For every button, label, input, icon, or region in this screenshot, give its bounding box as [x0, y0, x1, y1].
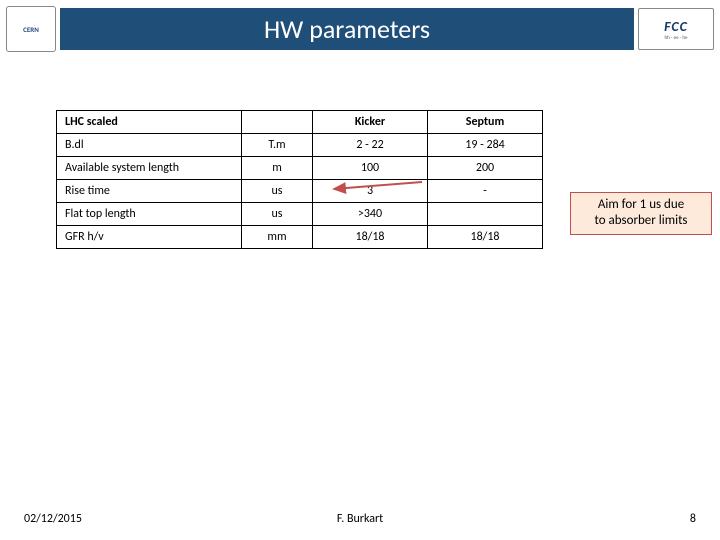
cern-logo: CERN — [6, 6, 56, 52]
row-kicker: 3 — [313, 180, 428, 203]
fcc-logo-sub: hh - ee - he — [665, 35, 688, 41]
slide-title: HW parameters — [264, 13, 430, 45]
col-header-scaled: LHC scaled — [57, 111, 242, 134]
col-header-septum: Septum — [428, 111, 543, 134]
row-unit: us — [242, 180, 313, 203]
col-header-unit — [242, 111, 313, 134]
row-unit: T.m — [242, 134, 313, 157]
row-label: GFR h/v — [57, 226, 242, 249]
table-row: Flat top length us >340 — [57, 203, 543, 226]
row-label: Flat top length — [57, 203, 242, 226]
callout-box: Aim for 1 us due to absorber limits — [570, 192, 712, 235]
row-label: Rise time — [57, 180, 242, 203]
col-header-kicker: Kicker — [313, 111, 428, 134]
table-row: Rise time us 3 - — [57, 180, 543, 203]
parameters-table: LHC scaled Kicker Septum B.dl T.m 2 - 22… — [56, 110, 543, 249]
title-bar: HW parameters — [60, 8, 634, 50]
table-row: B.dl T.m 2 - 22 19 - 284 — [57, 134, 543, 157]
cern-logo-text: CERN — [23, 25, 39, 34]
row-kicker: 100 — [313, 157, 428, 180]
row-septum: 18/18 — [428, 226, 543, 249]
footer-author: F. Burkart — [0, 512, 720, 526]
fcc-logo-text: FCC — [664, 18, 688, 35]
row-kicker: 2 - 22 — [313, 134, 428, 157]
row-label: B.dl — [57, 134, 242, 157]
row-unit: us — [242, 203, 313, 226]
row-label: Available system length — [57, 157, 242, 180]
table-row: GFR h/v mm 18/18 18/18 — [57, 226, 543, 249]
row-septum: - — [428, 180, 543, 203]
callout-arrow — [0, 0, 720, 540]
row-septum: 200 — [428, 157, 543, 180]
row-kicker: 18/18 — [313, 226, 428, 249]
table-header-row: LHC scaled Kicker Septum — [57, 111, 543, 134]
row-unit: m — [242, 157, 313, 180]
callout-line1: Aim for 1 us due — [579, 197, 703, 213]
row-unit: mm — [242, 226, 313, 249]
footer-page: 8 — [690, 512, 696, 526]
row-kicker: >340 — [313, 203, 428, 226]
fcc-logo: FCC hh - ee - he — [638, 8, 714, 50]
table-row: Available system length m 100 200 — [57, 157, 543, 180]
callout-line2: to absorber limits — [579, 213, 703, 229]
row-septum: 19 - 284 — [428, 134, 543, 157]
row-septum — [428, 203, 543, 226]
slide-header: CERN HW parameters FCC hh - ee - he — [6, 6, 714, 54]
